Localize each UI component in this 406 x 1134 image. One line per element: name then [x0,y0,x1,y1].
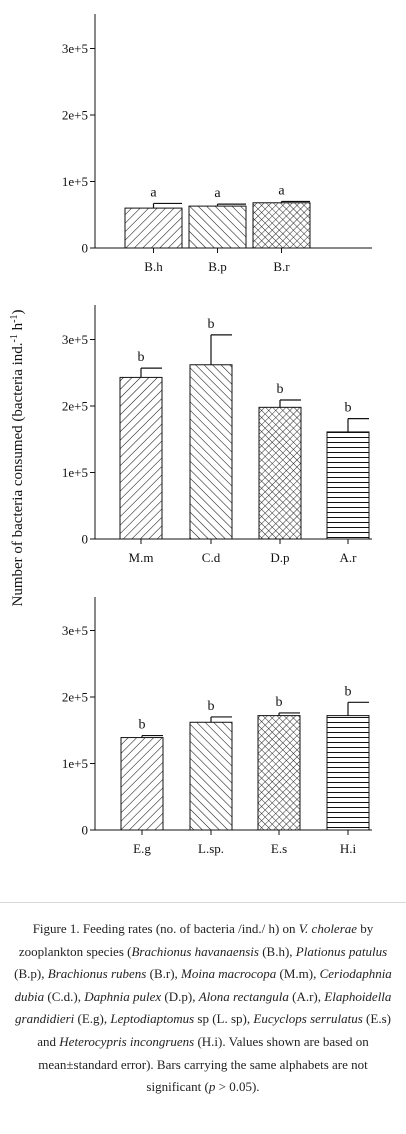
y-tick-label: 0 [82,532,89,547]
caption-part: V. cholerae [298,921,358,936]
caption-divider [0,902,406,903]
significance-letter: a [214,186,221,201]
bar-E.s [257,715,301,831]
y-tick-label: 3e+5 [62,623,88,638]
significance-letter: b [345,401,352,416]
significance-letter: b [345,684,352,699]
x-tick-label: E.g [133,841,151,856]
x-tick-label: M.m [129,550,154,565]
caption-part: Ceriodaphnia dubia [14,966,392,1004]
x-tick-label: A.r [340,550,358,565]
caption-part: Daphnia pulex [84,988,162,1004]
x-tick-label: D.p [270,550,289,565]
caption-part: (B.h), [258,943,296,959]
caption-part: Brachionus havanaensis [131,943,259,959]
caption-part: sp (L. sp), [194,1011,254,1027]
caption-part: Heterocypris incongruens [59,1033,195,1049]
y-tick-label: 2e+5 [62,108,88,123]
y-axis-label: Number of bacteria consumed (bacteria in… [9,310,26,607]
y-tick-label: 0 [82,823,89,838]
y-tick-label: 0 [82,241,89,256]
caption-part: (C.d.), [44,988,85,1004]
chart-panel-3: 0 1e+5 2e+5 3e+5 b E.g b L.sp. b E.s b H.i [62,597,372,856]
y-tick-label: 3e+5 [62,41,88,56]
y-axis-label-end: ) [10,310,26,315]
bar-E.g [120,737,164,831]
x-tick-label: H.i [340,841,357,856]
y-tick-label: 1e+5 [62,756,88,771]
bar-C.d [189,364,233,540]
bar-B.p [188,205,247,249]
bar-H.i [326,715,370,831]
caption-part: (H.i). Values shown are based on mean±st… [38,1033,369,1095]
caption-part: Elaphoidella grandidieri [15,988,392,1027]
significance-letter: b [138,350,145,365]
caption-part: by zooplankton species ( [18,921,374,959]
caption-part: Moina macrocopa [181,966,277,982]
significance-letter: b [276,695,283,710]
bar-D.p [258,406,302,540]
caption-part: p [208,1079,216,1095]
y-axis-label-mid: h [10,322,26,334]
significance-letter: a [278,183,285,198]
significance-letter: b [208,699,215,714]
significance-letter: b [208,317,215,332]
caption-part: > 0.05). [215,1079,260,1095]
x-tick-label: C.d [202,550,221,565]
caption-part: (E.g), [74,1011,111,1027]
caption-part: (B.r), [146,966,182,982]
x-tick-label: B.p [208,259,226,274]
significance-letter: b [139,718,146,733]
caption-part: Plationus patulus [295,943,388,959]
x-tick-label: L.sp. [198,841,224,856]
y-tick-label: 3e+5 [62,332,88,347]
y-tick-label: 2e+5 [62,399,88,414]
significance-letter: b [277,382,284,397]
y-axis-label-sup2: -1 [9,315,20,323]
caption-part: (M.m), [276,966,320,982]
bar-B.r [252,202,311,249]
figure-caption: Figure 1. Feeding rates (no. of bacteria… [10,918,396,1099]
caption-part: Brachionus rubens [47,966,147,982]
y-axis-label-sup1: -1 [9,334,20,342]
caption-part: (A.r), [288,988,325,1004]
bar-B.h [124,207,183,249]
x-tick-label: B.r [273,259,290,274]
chart-panel-1: 0 1e+5 2e+5 3e+5 a B.h a B.p a B.r [62,14,372,274]
bar-chart-figure: 0 1e+5 2e+5 3e+5 a B.h a B.p a B.r 0 1e+5 2e+5 3e+5 b M… [9,14,372,856]
chart-panel-2: 0 1e+5 2e+5 3e+5 b M.m b C.d b D.p b A.r [62,305,372,565]
x-tick-label: B.h [144,259,163,274]
caption-part: Eucyclops serrulatus [253,1011,363,1027]
caption-part: (B.p), [14,966,48,982]
y-axis-label-main: Number of bacteria consumed (bacteria in… [10,342,26,606]
significance-letter: a [150,185,157,200]
bar-M.m [119,376,163,540]
caption-part: (D.p), [161,988,199,1004]
caption-part: Alona rectangula [198,988,289,1004]
caption-part: Leptodiaptomus [110,1011,195,1027]
caption-part: (E.s) and [37,1011,391,1049]
y-tick-label: 1e+5 [62,174,88,189]
y-tick-label: 1e+5 [62,465,88,480]
caption-part: Figure 1. Feeding rates (no. of bacteria… [32,921,299,936]
y-tick-label: 2e+5 [62,690,88,705]
bar-A.r [326,431,370,540]
x-tick-label: E.s [271,841,287,856]
bar-L.sp. [189,721,233,831]
